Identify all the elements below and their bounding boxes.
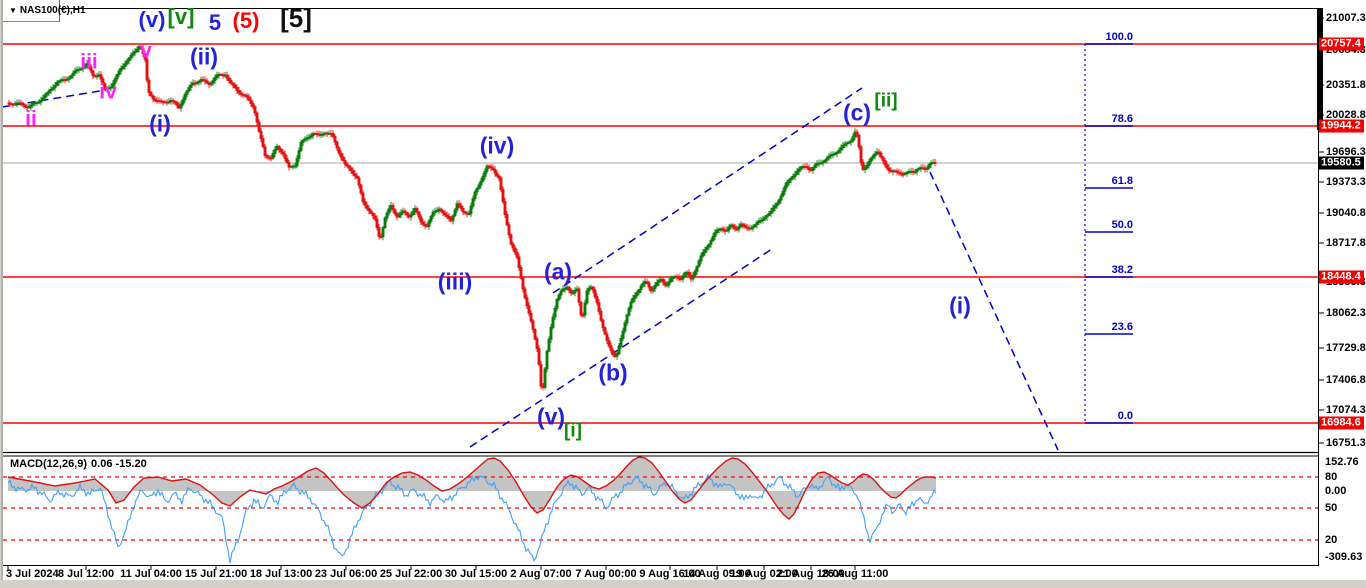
macd-indicator-label: MACD(12,26,9) 0.06 -15.20 bbox=[10, 458, 151, 470]
price-axis-background bbox=[1318, 0, 1366, 580]
trendline[interactable] bbox=[552, 87, 863, 294]
candles-up bbox=[13, 44, 935, 390]
symbol-selector[interactable]: ▼ NAS100(€),H1 bbox=[3, 0, 86, 22]
trendline[interactable] bbox=[929, 171, 1059, 451]
candles-down bbox=[7, 45, 937, 391]
symbol-label: NAS100(€),H1 bbox=[19, 5, 86, 16]
macd-values: 0.06 -15.20 bbox=[91, 458, 147, 470]
axis-range-marker bbox=[1317, 8, 1323, 130]
main-plot-area[interactable] bbox=[2, 43, 1318, 451]
macd-name: MACD(12,26,9) bbox=[10, 458, 88, 470]
macd-signal-line bbox=[7, 456, 937, 520]
macd-histogram-area bbox=[8, 457, 936, 519]
macd-plot-area[interactable] bbox=[3, 456, 1318, 564]
trendline[interactable] bbox=[2, 89, 107, 108]
trendline[interactable] bbox=[469, 248, 773, 448]
dropdown-icon[interactable]: ▼ bbox=[9, 6, 17, 15]
macd-fast-line bbox=[7, 473, 937, 564]
